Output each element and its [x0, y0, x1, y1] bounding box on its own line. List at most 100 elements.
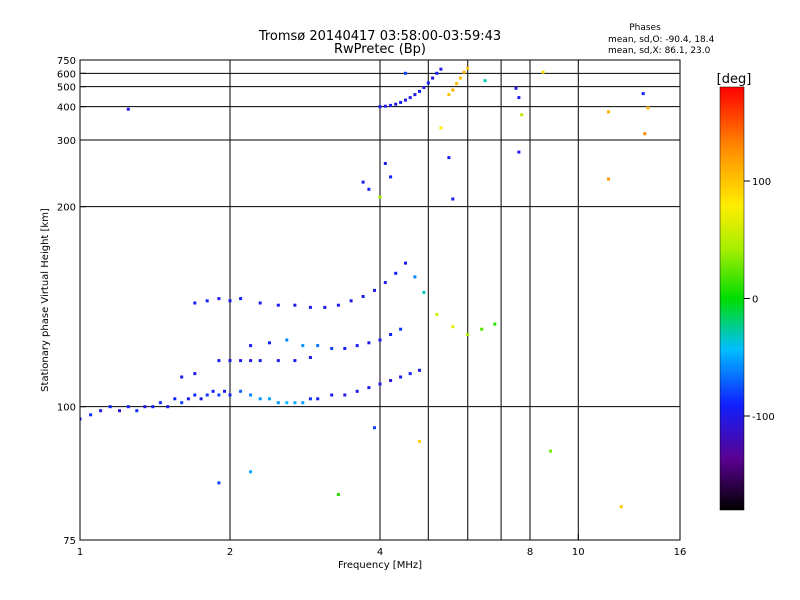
data-point: [619, 505, 623, 509]
data-point: [607, 110, 610, 114]
data-point: [249, 393, 253, 397]
data-point: [268, 341, 271, 345]
data-point: [193, 393, 197, 397]
data-point: [158, 401, 162, 405]
y-tick-label: 400: [57, 103, 76, 114]
data-point: [80, 417, 82, 421]
data-point: [394, 102, 398, 106]
data-point: [217, 297, 221, 301]
data-point: [493, 322, 497, 326]
data-point: [355, 344, 359, 348]
data-point: [383, 281, 387, 284]
data-point: [355, 389, 359, 393]
data-point: [646, 106, 650, 110]
data-point: [316, 344, 320, 348]
data-point: [361, 295, 365, 298]
data-point: [383, 104, 387, 108]
data-point: [193, 372, 197, 376]
data-point: [455, 82, 459, 86]
data-point: [399, 327, 403, 331]
data-point: [447, 156, 451, 160]
data-point: [422, 290, 426, 294]
data-point: [483, 79, 487, 83]
data-point: [173, 397, 177, 401]
data-point: [408, 96, 412, 100]
data-point: [426, 81, 430, 85]
data-point: [316, 397, 320, 401]
data-point: [205, 299, 209, 303]
data-point: [89, 413, 93, 417]
data-point: [166, 405, 170, 409]
x-tick-label: 10: [572, 547, 585, 558]
axis-ticks: 1 2 4 8 10 16 75 100 200 300 400 500 600 750: [57, 56, 686, 558]
y-tick-label: 600: [57, 69, 76, 80]
data-point: [293, 303, 297, 307]
x-axis-label: Frequency [MHz]: [338, 560, 422, 571]
data-point: [435, 312, 439, 316]
data-point: [383, 162, 387, 165]
x-tick-label: 8: [527, 547, 533, 558]
x-tick-label: 1: [77, 547, 83, 558]
data-point: [641, 92, 645, 96]
data-point: [643, 132, 647, 136]
data-point: [336, 493, 340, 496]
data-point: [258, 301, 262, 305]
data-point: [394, 271, 398, 275]
data-point: [249, 470, 253, 474]
data-point: [239, 297, 243, 301]
data-point: [308, 397, 312, 401]
data-point: [199, 397, 203, 401]
data-point: [258, 359, 262, 363]
data-point: [413, 93, 417, 97]
data-point: [180, 401, 184, 405]
data-point: [367, 386, 371, 390]
data-point: [418, 368, 421, 372]
x-tick-label: 16: [674, 547, 687, 558]
data-point: [276, 359, 280, 363]
data-point: [439, 67, 443, 71]
data-point: [249, 359, 253, 363]
data-point: [413, 275, 417, 279]
colorbar-tick-label: -100: [752, 412, 775, 423]
data-point: [367, 187, 371, 191]
chart-subtitle: RwPretec (Bp): [334, 42, 426, 57]
data-point: [126, 107, 130, 111]
data-point: [285, 401, 289, 405]
data-point: [186, 397, 190, 401]
data-points: [80, 66, 650, 509]
data-point: [435, 71, 439, 75]
data-point: [239, 359, 243, 363]
data-point: [458, 76, 462, 80]
data-point: [343, 347, 347, 350]
data-point: [228, 299, 232, 303]
data-point: [180, 375, 184, 379]
data-point: [399, 375, 403, 379]
data-point: [276, 401, 280, 405]
data-point: [399, 100, 403, 104]
data-point: [151, 405, 155, 409]
y-tick-label: 100: [57, 403, 76, 414]
data-point: [431, 76, 435, 80]
data-point: [301, 344, 305, 348]
data-point: [343, 393, 347, 397]
data-point: [439, 126, 443, 130]
data-point: [418, 89, 421, 93]
colorbar: [719, 86, 745, 511]
data-point: [520, 113, 524, 117]
data-point: [389, 333, 393, 336]
data-point: [361, 180, 365, 184]
y-tick-label: 500: [57, 83, 76, 94]
data-point: [378, 338, 382, 342]
data-point: [462, 70, 466, 74]
data-point: [126, 405, 130, 409]
data-point: [451, 88, 455, 92]
y-tick-label: 75: [63, 536, 76, 547]
data-point: [404, 71, 407, 75]
data-point: [378, 382, 382, 386]
data-point: [308, 356, 312, 359]
data-point: [466, 333, 470, 336]
data-point: [517, 96, 521, 100]
colorbar-tick-label: 0: [752, 295, 758, 306]
data-point: [349, 299, 353, 303]
